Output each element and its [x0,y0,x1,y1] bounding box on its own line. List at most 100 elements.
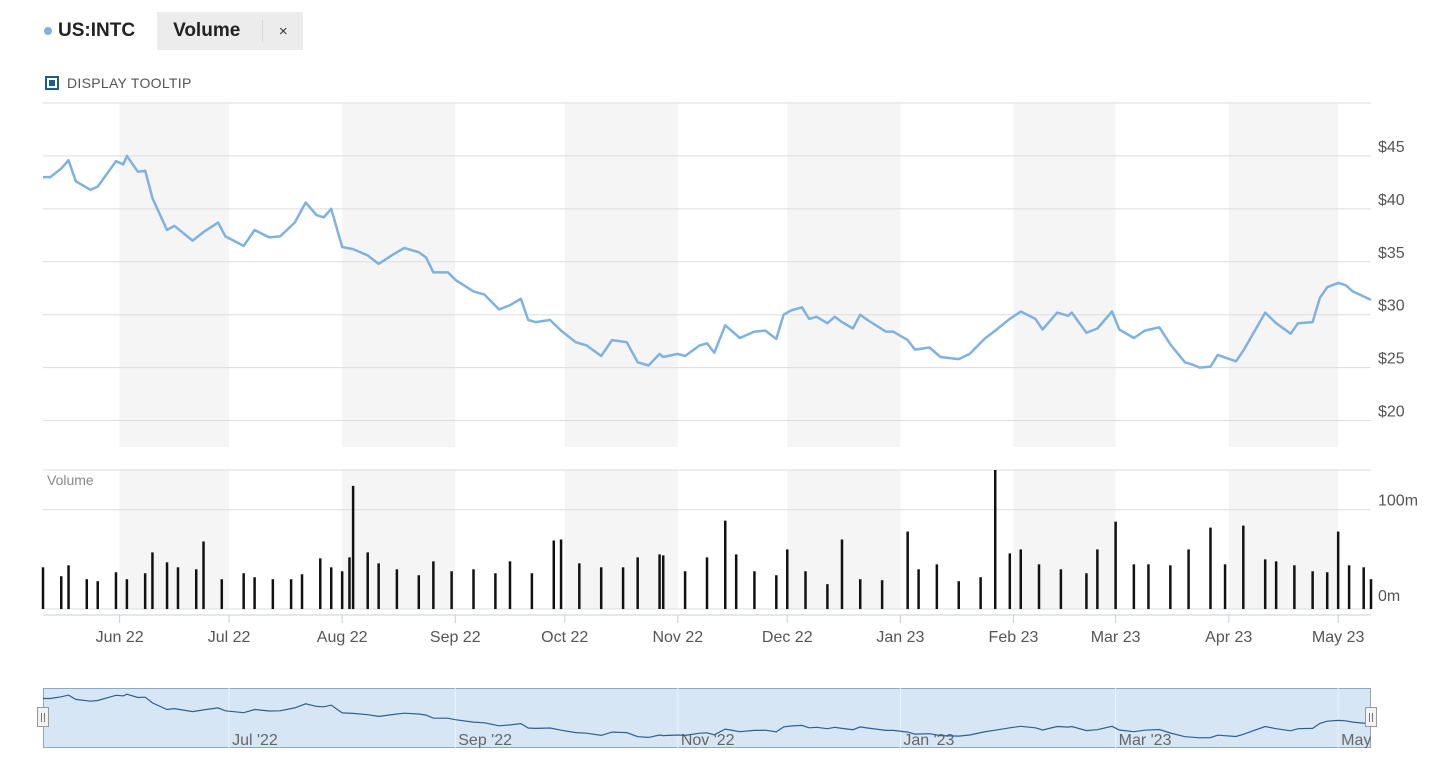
navigator-label: Jul '22 [232,732,278,748]
price-line [43,154,1372,369]
volume-band [564,470,678,609]
price-band [1228,103,1339,447]
volume-bar [552,540,556,609]
volume-band [787,470,901,609]
volume-bar [271,579,275,609]
price-band [1013,103,1116,447]
volume-bar [1362,567,1365,609]
tooltip-checkbox[interactable] [45,76,59,90]
volume-bar [559,539,563,609]
price-band [342,103,456,447]
volume-bar [1059,569,1063,609]
volume-bar [775,575,778,609]
volume-bar [351,485,355,609]
ticker-symbol[interactable]: US:INTC [58,20,136,41]
volume-bar [1132,564,1136,609]
x-tick-label: Nov 22 [652,629,703,646]
navigator-right-handle[interactable] [1365,707,1377,727]
volume-bar [1311,571,1314,609]
volume-bar [1263,559,1267,609]
range-navigator[interactable]: Jul '22 Sep '22 Nov '22 Jan '23 Mar '23 May '… [37,688,1397,749]
volume-bar [151,552,154,609]
volume-tick-label: 0m [1378,588,1400,605]
volume-bar [753,571,756,609]
x-tick-label: Feb 23 [989,629,1039,646]
volume-bar [1019,549,1023,609]
volume-bar [1336,531,1340,609]
price-tick-label: $45 [1378,139,1405,156]
study-label[interactable]: Volume [157,20,264,42]
volume-bar [683,571,687,609]
volume-bar [840,539,844,609]
volume-bar [220,579,224,609]
volume-bar [1169,565,1172,609]
close-icon[interactable]: × [278,22,288,40]
volume-bar [636,557,639,609]
volume-bar [96,581,99,609]
volume-bar [1209,527,1212,609]
volume-bar [906,531,909,609]
volume-bar [935,564,939,609]
display-tooltip-toggle[interactable]: DISPLAY TOOLTIP [45,75,192,91]
navigator-label: Nov '22 [681,732,735,748]
volume-bar [143,573,147,609]
x-tick-label: Oct 22 [541,629,588,646]
series-color-dot [44,27,52,35]
navigator-label: Jan '23 [903,732,954,748]
x-tick-label: May 23 [1312,629,1365,646]
x-tick-label: Jun 22 [96,629,144,646]
x-tick-label: Mar 23 [1091,629,1141,646]
volume-bar [578,563,581,609]
volume-bar [41,567,45,609]
volume-bar [1274,561,1278,609]
volume-bar [450,571,453,609]
navigator-label: Mar '23 [1119,732,1172,748]
volume-bar [377,563,380,609]
volume-pane-label: Volume [47,472,94,488]
volume-study-tag[interactable]: Volume × [157,12,304,50]
x-tick-label: Sep 22 [430,629,481,646]
volume-bar [858,579,862,609]
price-tick-label: $35 [1378,245,1405,262]
volume-bar [508,561,512,609]
volume-bar [253,577,256,609]
volume-bar [340,571,344,609]
volume-bar [300,574,304,609]
volume-bar [658,554,661,609]
volume-bar [59,576,63,609]
volume-bar [85,579,89,609]
volume-band [1013,470,1116,609]
volume-bar [348,557,351,609]
volume-bar [734,554,738,609]
volume-band [119,470,230,609]
x-tick-label: Jul 22 [208,629,251,646]
x-tick-label: Aug 22 [317,629,368,646]
volume-bar [957,581,960,609]
price-tick-label: $40 [1378,192,1405,209]
price-tick-label: $30 [1378,298,1405,315]
price-band [787,103,901,447]
volume-bar [366,552,369,609]
volume-bar [530,573,534,609]
navigator-left-handle[interactable] [37,707,49,727]
volume-bar [432,561,435,609]
navigator-plot: Jul '22 Sep '22 Nov '22 Jan '23 Mar '23 May '… [43,688,1397,749]
volume-bar [1223,564,1227,609]
price-band [119,103,230,447]
x-tick-label: Jan 23 [876,629,924,646]
volume-bar [979,577,982,609]
volume-bar [1242,525,1245,609]
tooltip-label: DISPLAY TOOLTIP [67,75,192,91]
volume-bar [395,569,399,609]
x-tick-label: Apr 23 [1205,629,1252,646]
volume-bar [993,470,997,609]
volume-band [1228,470,1339,609]
volume-bar [599,567,603,609]
navigator-label: Sep '22 [458,732,512,748]
volume-bar [472,569,475,609]
volume-bar [319,558,322,609]
volume-bar [1085,573,1088,609]
volume-bar [1187,549,1190,609]
volume-bar [289,579,293,609]
